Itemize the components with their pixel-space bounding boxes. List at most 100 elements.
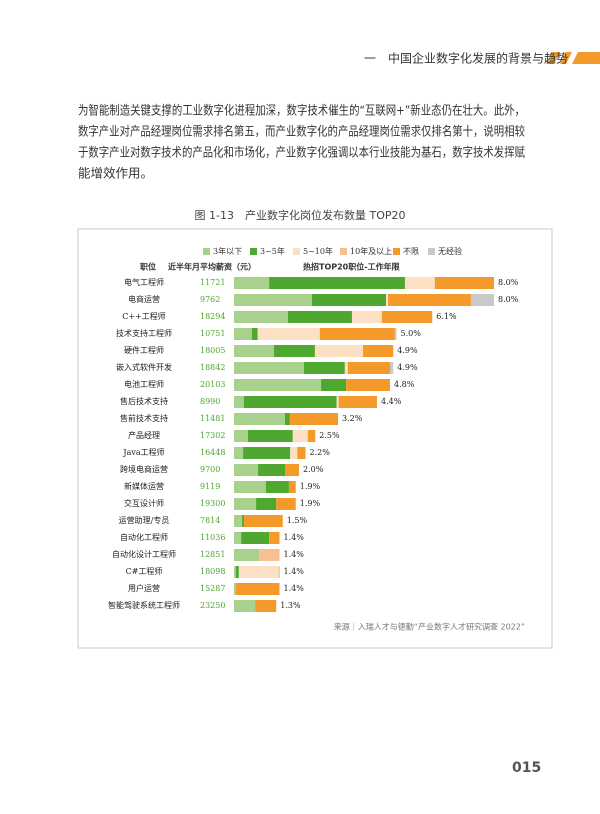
total-label: 1.9% <box>300 499 321 508</box>
bar-segment <box>285 464 299 476</box>
job-name: 产品经理 <box>128 430 160 440</box>
body-line: 数字产业对产品经理岗位需求排名第五，而产业数字化的产品经理岗位需求仅排名第十，说… <box>78 124 525 139</box>
bar-segment <box>234 379 322 391</box>
column-header: 近半年月平均薪资（元） <box>168 262 256 272</box>
salary: 18842 <box>200 363 225 372</box>
legend-swatch <box>340 248 347 255</box>
job-name: 技术支持工程师 <box>116 328 172 338</box>
salary: 8990 <box>200 397 220 406</box>
bar-segment <box>259 549 280 561</box>
legend-label: 10年及以上 <box>350 246 392 256</box>
salary: 18005 <box>200 346 225 355</box>
bar-segment <box>234 277 270 289</box>
bar-segment <box>258 464 286 476</box>
bar-segment <box>257 328 320 340</box>
total-label: 2.0% <box>303 465 324 474</box>
legend-swatch <box>250 248 257 255</box>
body-line: 于数字产业对数字技术的产品化和市场化，产业数字化强调以本行业技能为基石，数字技术… <box>78 145 525 160</box>
bar-segment <box>388 294 471 306</box>
salary: 17302 <box>200 431 225 440</box>
header-title: 一 中国企业数字化发展的背景与趋势 <box>364 51 568 66</box>
body-line: 能增效作用。 <box>78 166 153 181</box>
bar-segment <box>234 311 288 323</box>
header-stripe <box>566 52 578 64</box>
bar-segment <box>338 396 377 408</box>
bar-segment <box>321 379 347 391</box>
bar-segment <box>256 498 277 510</box>
total-label: 4.9% <box>397 363 418 372</box>
total-label: 2.2% <box>310 448 331 457</box>
bar-segment <box>289 413 338 425</box>
job-name: 嵌入式软件开发 <box>116 362 172 372</box>
total-label: 5.0% <box>401 329 422 338</box>
total-label: 4.4% <box>381 397 402 406</box>
bar-segment <box>386 294 389 306</box>
bar-segment <box>235 583 280 595</box>
bar-segment <box>470 294 494 306</box>
legend-swatch <box>293 248 300 255</box>
bar-segment <box>336 396 339 408</box>
job-name: 硬件工程师 <box>124 345 164 355</box>
total-label: 1.4% <box>284 567 305 576</box>
bar-segment <box>234 396 244 408</box>
bar-segment <box>390 362 394 374</box>
salary: 18098 <box>200 567 225 576</box>
bar-segment <box>269 277 405 289</box>
bar-segment <box>255 600 277 612</box>
header-stripe <box>554 52 566 64</box>
bar-segment <box>265 481 289 493</box>
salary: 23250 <box>200 601 225 610</box>
salary: 20103 <box>200 380 225 389</box>
bar-segment <box>273 345 315 357</box>
total-label: 4.9% <box>397 346 418 355</box>
job-name: 用户运营 <box>128 583 160 593</box>
bar-segment <box>434 277 494 289</box>
job-name: C#工程师 <box>126 566 163 576</box>
bar-segment <box>404 277 435 289</box>
bar-segment <box>234 447 244 459</box>
job-name: 电气工程师 <box>124 277 164 287</box>
bar-segment <box>234 498 257 510</box>
bar-segment <box>394 328 397 340</box>
salary: 11721 <box>200 278 225 287</box>
salary: 9762 <box>200 295 220 304</box>
bar-segment <box>234 413 286 425</box>
bar-segment <box>234 583 236 595</box>
bar-segment <box>347 362 390 374</box>
bar-segment <box>381 311 433 323</box>
bar-segment <box>247 430 293 442</box>
total-label: 8.0% <box>498 278 519 287</box>
job-name: 交互设计师 <box>124 498 164 508</box>
total-label: 1.3% <box>280 601 301 610</box>
bar-segment <box>346 379 390 391</box>
salary: 19300 <box>200 499 225 508</box>
job-name: 运营助理/专员 <box>119 515 170 525</box>
salary: 16448 <box>200 448 225 457</box>
total-label: 1.5% <box>287 516 308 525</box>
job-name: 自动化工程师 <box>120 532 168 542</box>
bar-segment <box>287 311 352 323</box>
bar-segment <box>238 566 279 578</box>
job-name: 跨境电商运营 <box>120 464 168 474</box>
total-label: 1.9% <box>300 482 321 491</box>
legend-swatch <box>428 248 435 255</box>
salary: 11481 <box>200 414 225 423</box>
legend-label: 3年以下 <box>213 246 242 256</box>
bar-segment <box>292 430 308 442</box>
bar-segment <box>344 362 348 374</box>
bar-segment <box>288 481 296 493</box>
salary: 9700 <box>200 465 220 474</box>
total-label: 1.4% <box>284 550 305 559</box>
total-label: 4.8% <box>394 380 415 389</box>
job-name: 智能驾驶系统工程师 <box>108 600 180 610</box>
bar-segment <box>234 464 259 476</box>
job-name: 售前技术支持 <box>120 413 168 423</box>
bar-segment <box>363 345 394 357</box>
bar-segment <box>251 328 258 340</box>
total-label: 3.2% <box>342 414 363 423</box>
salary: 18294 <box>200 312 225 321</box>
bar-segment <box>241 532 270 544</box>
job-name: 电池工程师 <box>124 379 164 389</box>
bar-segment <box>234 532 242 544</box>
column-header: 热招TOP20职位-工作年限 <box>303 262 400 272</box>
